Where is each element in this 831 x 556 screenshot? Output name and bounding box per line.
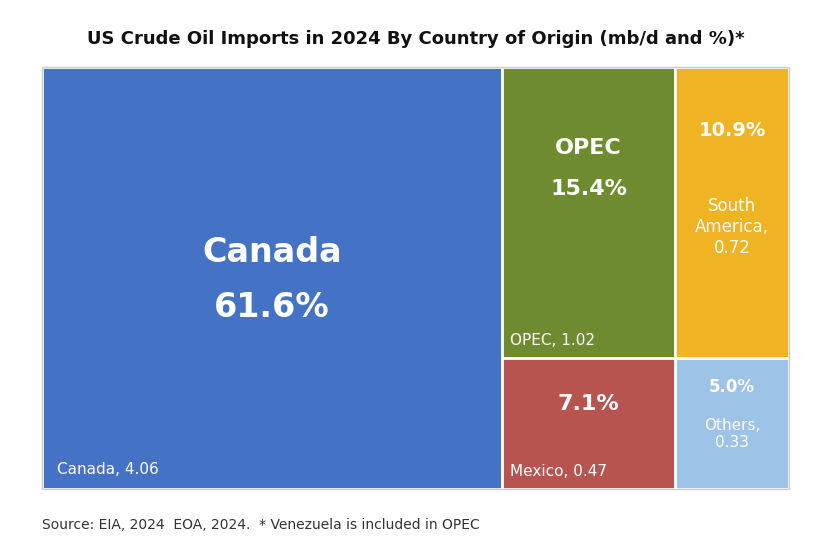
- Text: 7.1%: 7.1%: [558, 394, 620, 414]
- Bar: [675, 358, 789, 489]
- Text: 15.4%: 15.4%: [550, 179, 627, 199]
- Text: Canada: Canada: [202, 236, 342, 269]
- Text: 5.0%: 5.0%: [709, 378, 755, 396]
- Text: 10.9%: 10.9%: [699, 121, 766, 140]
- Bar: [502, 358, 675, 489]
- Bar: [42, 67, 502, 489]
- Text: Source: EIA, 2024  EOA, 2024.  * Venezuela is included in OPEC: Source: EIA, 2024 EOA, 2024. * Venezuela…: [42, 518, 479, 533]
- Text: US Crude Oil Imports in 2024 By Country of Origin (mb/d and %)*: US Crude Oil Imports in 2024 By Country …: [86, 30, 745, 48]
- Text: Others,
0.33: Others, 0.33: [704, 418, 760, 450]
- Text: OPEC, 1.02: OPEC, 1.02: [509, 332, 595, 348]
- Text: Mexico, 0.47: Mexico, 0.47: [509, 464, 607, 479]
- Text: 61.6%: 61.6%: [214, 291, 330, 324]
- Text: Canada, 4.06: Canada, 4.06: [57, 461, 158, 476]
- Bar: [502, 67, 675, 358]
- Text: South
America,
0.72: South America, 0.72: [696, 197, 770, 257]
- Bar: [675, 67, 789, 358]
- Text: OPEC: OPEC: [555, 138, 622, 158]
